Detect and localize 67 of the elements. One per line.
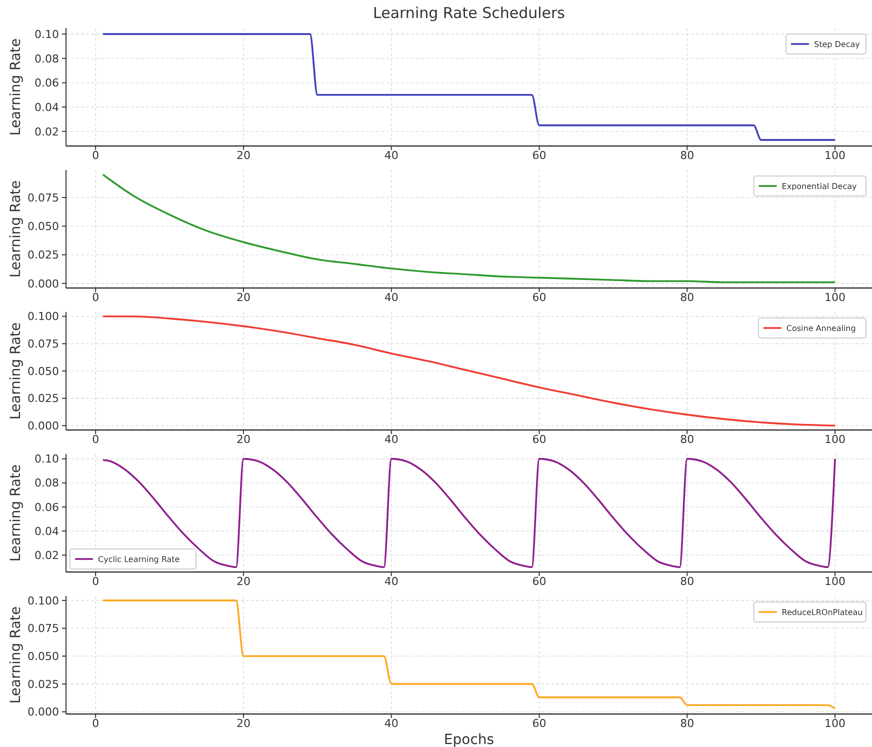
y-tick-label: 0.075 — [28, 622, 59, 636]
x-tick-label: 40 — [384, 149, 398, 162]
y-tick-label: 0.075 — [28, 191, 59, 204]
x-tick-label: 40 — [384, 575, 398, 588]
legend-label: Exponential Decay — [782, 182, 858, 191]
x-tick-label: 20 — [236, 149, 250, 162]
x-tick-label: 100 — [824, 291, 846, 304]
y-axis-title: Learning Rate — [8, 38, 24, 136]
x-tick-label: 100 — [824, 433, 846, 446]
y-tick-label: 0.02 — [34, 125, 59, 138]
x-tick-label: 40 — [384, 291, 398, 304]
y-tick-label: 0.04 — [34, 100, 59, 114]
y-tick-label: 0.000 — [28, 277, 59, 290]
y-tick-label: 0.100 — [28, 310, 59, 324]
y-tick-label: 0.10 — [34, 452, 59, 466]
y-axis-title: Learning Rate — [8, 180, 24, 278]
y-axis-title: Learning Rate — [8, 322, 24, 420]
y-tick-label: 0.050 — [28, 220, 59, 233]
x-tick-label: 60 — [532, 433, 546, 446]
line-series — [102, 33, 836, 141]
chart-title: Learning Rate Schedulers — [373, 4, 566, 22]
x-tick-label: 60 — [532, 717, 546, 730]
y-tick-label: 0.08 — [34, 52, 59, 66]
legend-label: ReduceLROnPlateau — [782, 608, 863, 617]
legend-label: Cosine Annealing — [786, 324, 856, 333]
x-tick-label: 80 — [680, 291, 694, 304]
y-tick-label: 0.050 — [28, 650, 59, 663]
y-tick-label: 0.04 — [34, 524, 59, 538]
x-tick-label: 60 — [532, 575, 546, 588]
x-axis-title: Epochs — [444, 732, 494, 747]
legend-label: Step Decay — [814, 40, 860, 49]
y-tick-label: 0.050 — [28, 364, 59, 378]
y-axis-title: Learning Rate — [8, 464, 24, 562]
x-tick-label: 80 — [680, 717, 694, 730]
x-tick-label: 100 — [824, 575, 846, 588]
x-tick-label: 0 — [92, 291, 100, 304]
x-tick-label: 40 — [384, 433, 398, 446]
legend-label: Cyclic Learning Rate — [98, 554, 180, 564]
x-tick-label: 60 — [532, 149, 546, 162]
y-tick-label: 0.025 — [28, 392, 59, 406]
y-tick-label: 0.100 — [28, 594, 59, 608]
y-tick-label: 0.06 — [34, 76, 59, 90]
x-tick-label: 20 — [236, 291, 250, 304]
x-tick-label: 100 — [824, 717, 846, 730]
x-tick-label: 0 — [92, 433, 100, 446]
y-tick-label: 0.075 — [28, 338, 59, 351]
x-tick-label: 20 — [236, 717, 250, 730]
y-tick-label: 0.025 — [28, 248, 59, 262]
y-tick-label: 0.08 — [34, 476, 59, 490]
x-tick-label: 0 — [92, 575, 100, 588]
y-tick-label: 0.06 — [34, 500, 59, 514]
x-tick-label: 80 — [680, 433, 694, 446]
y-tick-label: 0.02 — [34, 548, 59, 562]
x-tick-label: 80 — [680, 575, 694, 588]
x-tick-label: 60 — [532, 291, 546, 304]
x-tick-label: 100 — [824, 149, 846, 162]
y-tick-label: 0.10 — [34, 28, 59, 41]
x-tick-label: 80 — [680, 149, 694, 162]
y-tick-label: 0.025 — [28, 678, 59, 691]
x-tick-label: 0 — [92, 149, 100, 162]
y-tick-label: 0.000 — [28, 706, 59, 719]
y-axis-title: Learning Rate — [8, 606, 24, 704]
x-tick-label: 40 — [384, 717, 398, 730]
x-tick-label: 0 — [92, 717, 100, 730]
x-tick-label: 20 — [236, 575, 250, 588]
y-tick-label: 0.000 — [28, 419, 59, 432]
x-tick-label: 20 — [236, 433, 250, 446]
